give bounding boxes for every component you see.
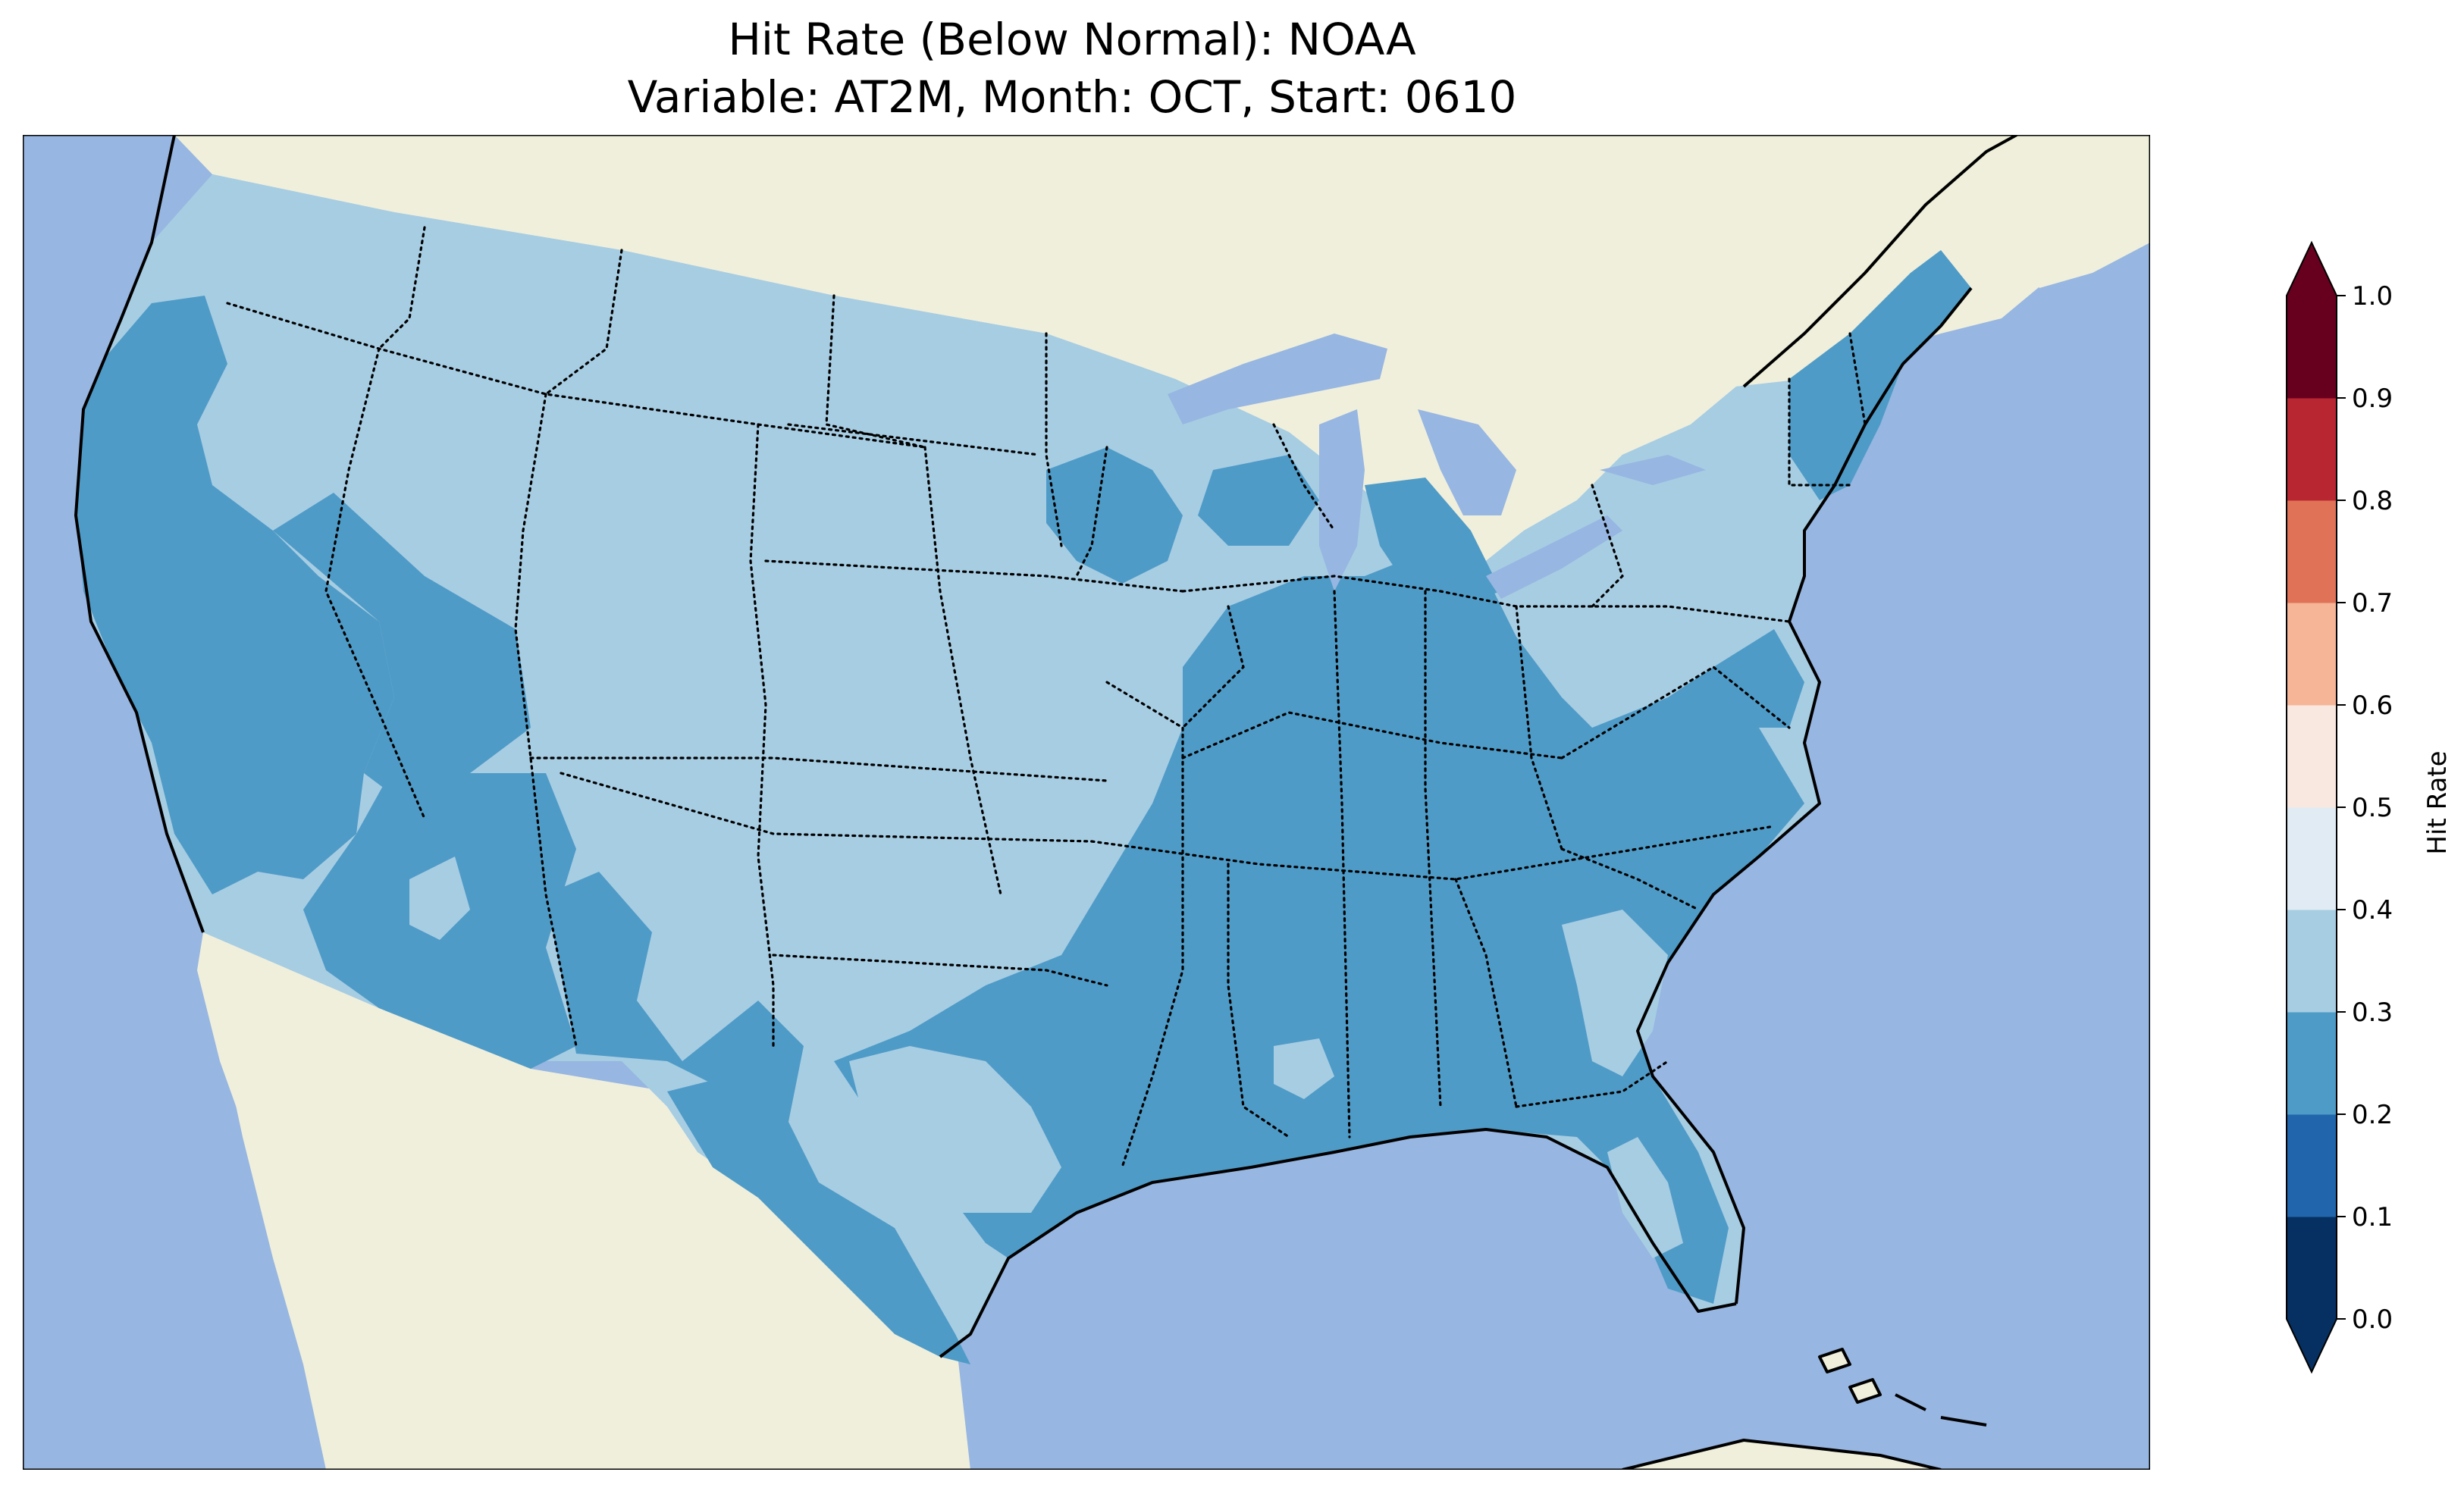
region-west-coast <box>76 296 394 894</box>
lake-superior <box>1168 334 1387 424</box>
colorbar-extend-under <box>2287 1319 2337 1372</box>
lake-huron <box>1418 409 1516 515</box>
island-mississippi <box>1274 1038 1334 1099</box>
region-south-central <box>834 546 1804 1304</box>
colorbar-title: Hit Rate <box>2422 750 2453 854</box>
colorbar-tick-label: 0.5 <box>2352 793 2393 823</box>
canada-coast <box>1742 135 2017 388</box>
state-borders <box>226 226 1867 1169</box>
title-line-1: Hit Rate (Below Normal): NOAA <box>728 14 1416 65</box>
gulf-coast <box>939 1128 1737 1358</box>
hit-rate-class-0.2-0.3 <box>76 250 1971 1364</box>
colorbar-tick-label: 0.4 <box>2352 895 2393 926</box>
atlantic-coast <box>1636 287 1973 1305</box>
colorbar-bin-5 <box>2287 705 2337 808</box>
mexico-land <box>203 932 970 1470</box>
coastlines <box>74 135 2017 1470</box>
colorbar-extend-over <box>2287 243 2337 296</box>
colorbar-tick-label: 0.8 <box>2352 486 2393 516</box>
island-carolinas <box>1562 910 1668 1076</box>
colorbar-tick-label: 0.1 <box>2352 1202 2393 1232</box>
island-arizona <box>409 857 470 940</box>
canada-land <box>174 135 2150 576</box>
title-line-2: Variable: AT2M, Month: OCT, Start: 0610 <box>628 71 1517 123</box>
colorbar-tick-label: 0.0 <box>2352 1305 2393 1335</box>
hit-rate-class-0.3-0.4-islands <box>409 857 1683 1258</box>
colorbar: 0.0 0.1 0.2 0.3 0.4 0.5 0.6 0.7 0.8 0.9 1.0 <box>2286 240 2393 1374</box>
map-panel <box>23 135 2150 1470</box>
colorbar-tick-label: 0.6 <box>2352 691 2393 721</box>
bahamas-land <box>1820 1349 1880 1402</box>
colorbar-tick-label: 0.7 <box>2352 588 2393 619</box>
region-michigan <box>1198 455 1319 546</box>
lake-erie <box>1486 515 1622 599</box>
lake-michigan <box>1319 409 1365 591</box>
great-lakes <box>1168 334 1706 599</box>
region-great-basin <box>273 493 531 819</box>
colorbar-bin-6 <box>2287 603 2337 706</box>
colorbar-bin-7 <box>2287 500 2337 603</box>
colorbar-bin-9 <box>2287 296 2337 399</box>
region-texas <box>667 1076 970 1364</box>
region-new-england <box>1789 250 1971 500</box>
foreign-land <box>174 135 2150 1470</box>
cuba-land <box>1622 1440 1941 1470</box>
nova-scotia-land <box>2017 182 2150 288</box>
colorbar-bin-4 <box>2287 807 2337 910</box>
colorbar-bin-0 <box>2287 1217 2337 1320</box>
bahamas-coast <box>1818 1348 1987 1427</box>
colorbar-bin-3 <box>2287 910 2337 1013</box>
island-florida <box>1607 1137 1683 1258</box>
region-chesapeake <box>1713 629 1804 728</box>
colorbar-tick-label: 0.9 <box>2352 384 2393 414</box>
cuba-coast <box>1622 1439 1942 1470</box>
lake-ontario <box>1600 455 1706 485</box>
colorbar-bin-1 <box>2287 1114 2337 1217</box>
colorbar-tick-label: 0.2 <box>2352 1100 2393 1130</box>
region-wisconsin <box>1046 447 1183 584</box>
region-new-mexico <box>546 872 804 1122</box>
colorbar-bin-8 <box>2287 398 2337 501</box>
island-oklahoma <box>849 1046 1061 1213</box>
colorbar-tick-label: 1.0 <box>2352 281 2393 312</box>
colorbar-tick-label: 0.3 <box>2352 998 2393 1028</box>
pacific-coast <box>74 135 205 933</box>
baja-california-land <box>197 932 425 1425</box>
region-lower-michigan <box>1365 478 1501 606</box>
colorbar-bin-2 <box>2287 1012 2337 1115</box>
